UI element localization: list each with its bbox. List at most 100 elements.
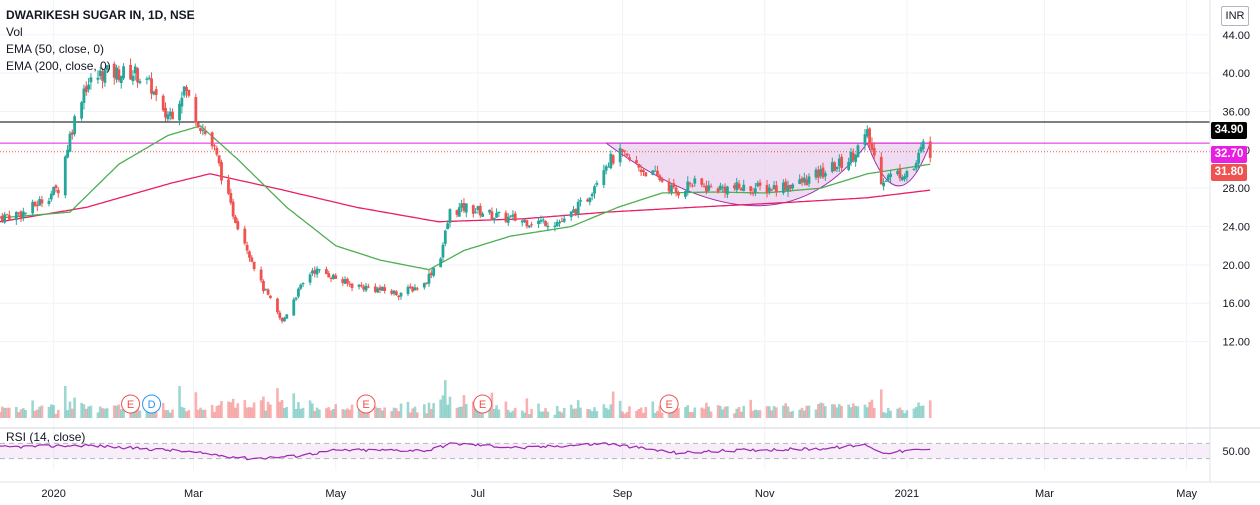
- volume-bar: [276, 388, 279, 418]
- candle-body: [38, 199, 42, 206]
- volume-bar: [262, 396, 265, 418]
- candle-body: [471, 205, 475, 214]
- candle-body: [492, 217, 496, 221]
- rsi-pane: [0, 427, 1260, 461]
- volume-bar: [217, 405, 221, 418]
- candle-body: [462, 203, 466, 211]
- candle-body: [331, 274, 335, 280]
- volume-bar: [702, 408, 706, 418]
- candle-body: [117, 69, 121, 81]
- volume-bar: [831, 404, 834, 418]
- candle-body: [914, 163, 918, 169]
- candle-body: [432, 267, 436, 276]
- candle-body: [84, 86, 88, 93]
- volume-bar: [672, 407, 676, 418]
- candle-body: [840, 156, 844, 168]
- candle-body: [152, 91, 156, 95]
- candle-body: [292, 299, 296, 316]
- event-marker-1[interactable]: D: [142, 394, 162, 414]
- volume-bar: [851, 403, 855, 418]
- candle-body: [753, 188, 757, 194]
- volume-bar: [341, 409, 345, 418]
- candle-body: [905, 171, 909, 178]
- candle-body: [590, 193, 594, 197]
- candle-body: [33, 202, 37, 206]
- volume-bar: [54, 413, 58, 418]
- candle-body: [35, 204, 39, 207]
- candle-body: [133, 66, 137, 74]
- volume-bar: [327, 407, 331, 418]
- candle-body: [928, 141, 932, 158]
- candle-body: [21, 211, 25, 218]
- candle-body: [245, 244, 249, 251]
- candle-body: [872, 147, 876, 156]
- volume-bar: [73, 397, 76, 418]
- candle-body: [693, 178, 697, 184]
- symbol-title[interactable]: DWARIKESH SUGAR IN, 1D, NSE: [6, 8, 195, 22]
- candle-body: [448, 209, 452, 223]
- candle-body: [739, 188, 743, 191]
- event-marker-3[interactable]: E: [473, 394, 493, 414]
- volume-bar: [726, 406, 729, 418]
- event-marker-4[interactable]: E: [659, 394, 679, 414]
- ema50-legend[interactable]: EMA (50, close, 0): [6, 42, 105, 56]
- volume-bar: [325, 408, 328, 418]
- volume-bar: [558, 411, 561, 418]
- candle-body: [408, 286, 412, 288]
- volume-bar: [921, 405, 925, 418]
- currency-button[interactable]: INR: [1221, 6, 1249, 26]
- volume-bar: [234, 407, 237, 418]
- candle-body: [324, 269, 328, 275]
- chart-legend: DWARIKESH SUGAR IN, 1D, NSE Vol EMA (50,…: [6, 7, 195, 75]
- candle-body: [504, 212, 508, 222]
- volume-bar: [22, 408, 25, 418]
- candle-body: [735, 182, 739, 191]
- candle-body: [376, 288, 380, 293]
- volume-bar: [427, 402, 431, 418]
- candle-body: [670, 185, 673, 193]
- time-tick-label: May: [1176, 488, 1197, 500]
- candle-body: [0, 216, 2, 218]
- candle-body: [623, 150, 627, 152]
- volume-bar: [751, 410, 755, 418]
- rsi-legend[interactable]: RSI (14, close): [6, 430, 86, 444]
- candle-body: [47, 200, 51, 205]
- candle-body: [380, 286, 384, 291]
- time-tick-label: 2020: [41, 488, 65, 500]
- volume-bar: [236, 403, 240, 418]
- ema200-legend[interactable]: EMA (200, close, 0): [6, 59, 111, 73]
- candle-body: [523, 219, 526, 223]
- volume-bar: [770, 410, 773, 418]
- candle-body: [644, 172, 648, 177]
- candle-body: [311, 270, 314, 274]
- event-marker-2[interactable]: E: [356, 394, 376, 414]
- volume-bar: [171, 409, 174, 418]
- volume-bar: [807, 405, 811, 418]
- candle-body: [537, 220, 540, 225]
- volume-bar: [504, 401, 508, 418]
- candle-body: [879, 156, 883, 185]
- volume-bar: [0, 411, 2, 418]
- candle-body: [672, 183, 676, 188]
- candle-body: [732, 185, 736, 189]
- candle-body: [833, 162, 837, 171]
- candle-body: [593, 186, 596, 194]
- candle-body: [68, 133, 72, 152]
- candle-body: [248, 251, 251, 258]
- volume-bar: [87, 406, 90, 418]
- candle-body: [677, 192, 680, 196]
- candle-body: [576, 201, 580, 215]
- volume-legend[interactable]: Vol: [6, 25, 23, 39]
- candle-body: [196, 123, 200, 128]
- candle-body: [150, 78, 153, 94]
- volume-bar: [80, 402, 83, 418]
- volume-bar: [245, 407, 249, 418]
- price-tick-label: 40.00: [1222, 68, 1250, 80]
- time-tick-label: Nov: [755, 488, 775, 500]
- volume-bar: [835, 407, 839, 418]
- candle-body: [506, 216, 510, 223]
- event-marker-0[interactable]: E: [121, 394, 141, 414]
- time-tick-label: Jul: [471, 488, 485, 500]
